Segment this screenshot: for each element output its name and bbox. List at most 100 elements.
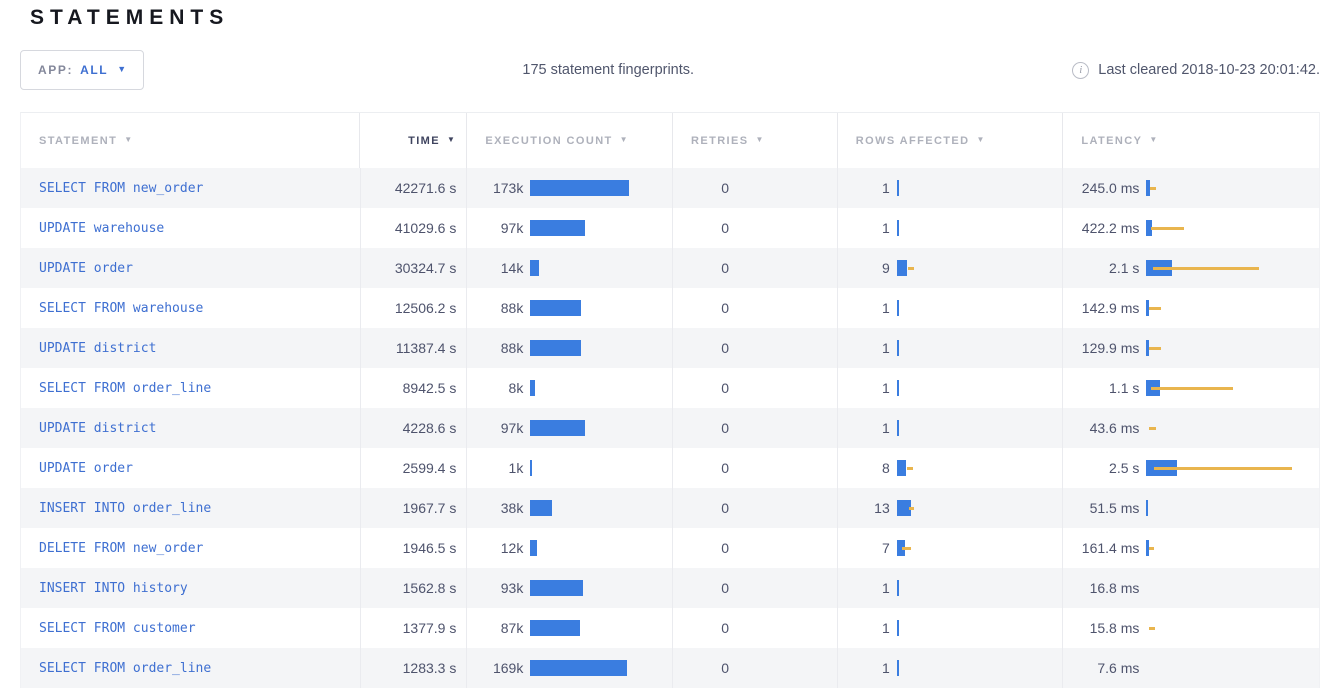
- statement-link[interactable]: UPDATE warehouse: [39, 220, 165, 236]
- rows-affected-bar-mean-bar: [896, 300, 899, 316]
- rows-affected-bar-mean-bar: [896, 500, 911, 516]
- execution-count-bar-mean-bar: [530, 340, 582, 356]
- rows-affected-value: 13: [874, 500, 890, 516]
- statement-cell: SELECT FROM order_line: [21, 368, 361, 408]
- rows-affected-cell: 1: [838, 208, 1064, 248]
- rows-affected-bar-mean-bar: [896, 540, 905, 556]
- statement-link[interactable]: INSERT INTO history: [39, 580, 188, 596]
- rows-affected-bar: [896, 460, 1063, 476]
- execution-count-cell: 97k: [467, 408, 674, 448]
- retries-cell: 0: [673, 448, 838, 488]
- retries-value: 0: [721, 180, 730, 196]
- statement-link[interactable]: SELECT FROM new_order: [39, 180, 204, 196]
- retries-cell: 0: [673, 528, 838, 568]
- execution-count-bar: [530, 500, 672, 516]
- rows-affected-cell: 1: [838, 608, 1064, 648]
- time-cell: 42271.6 s: [361, 168, 468, 208]
- app-filter-value: ALL: [80, 63, 109, 77]
- retries-cell: 0: [673, 568, 838, 608]
- column-header-retries[interactable]: RETRIES ▼: [673, 113, 838, 168]
- statement-link[interactable]: SELECT FROM warehouse: [39, 300, 204, 316]
- execution-count-bar-mean-bar: [530, 500, 553, 516]
- latency-bar-mean-bar: [1146, 540, 1150, 556]
- sort-arrow-icon: ▼: [976, 135, 986, 144]
- rows-affected-bar: [896, 540, 1063, 556]
- statement-cell: SELECT FROM customer: [21, 608, 361, 648]
- statement-cell: UPDATE order: [21, 448, 361, 488]
- time-cell: 1283.3 s: [361, 648, 468, 688]
- execution-count-bar: [530, 460, 672, 476]
- table-row: UPDATE order 30324.7 s 14k 0 9 2.1 s: [21, 248, 1319, 288]
- retries-value: 0: [721, 460, 730, 476]
- time-cell: 8942.5 s: [361, 368, 468, 408]
- execution-count-bar: [530, 180, 672, 196]
- rows-affected-cell: 13: [838, 488, 1064, 528]
- latency-bar: [1146, 220, 1319, 236]
- execution-count-value: 97k: [500, 220, 524, 236]
- latency-bar-stddev-bar: [1149, 346, 1162, 350]
- summary-wrap: 175 statement fingerprints.: [144, 61, 1072, 79]
- latency-bar-stddev-bar: [1149, 426, 1157, 430]
- rows-affected-cell: 1: [838, 288, 1064, 328]
- statement-cell: DELETE FROM new_order: [21, 528, 361, 568]
- execution-count-cell: 8k: [467, 368, 674, 408]
- table-row: UPDATE warehouse 41029.6 s 97k 0 1 422.2 ms: [21, 208, 1319, 248]
- latency-cell: 2.5 s: [1063, 448, 1319, 488]
- latency-bar-stddev-bar: [1151, 386, 1234, 390]
- latency-bar-mean-bar: [1146, 300, 1150, 316]
- column-header-statement[interactable]: STATEMENT ▼: [21, 113, 361, 168]
- sort-arrow-icon: ▼: [447, 135, 457, 144]
- execution-count-bar: [530, 580, 672, 596]
- statement-link[interactable]: UPDATE district: [39, 420, 157, 436]
- rows-affected-value: 1: [881, 380, 890, 396]
- latency-value: 161.4 ms: [1081, 540, 1140, 556]
- retries-cell: 0: [673, 328, 838, 368]
- latency-cell: 129.9 ms: [1063, 328, 1319, 368]
- statement-link[interactable]: UPDATE order: [39, 260, 133, 276]
- time-cell: 30324.7 s: [361, 248, 468, 288]
- rows-affected-bar: [896, 220, 1063, 236]
- retries-cell: 0: [673, 168, 838, 208]
- statement-cell: UPDATE district: [21, 408, 361, 448]
- rows-affected-cell: 1: [838, 328, 1064, 368]
- latency-value: 245.0 ms: [1081, 180, 1140, 196]
- column-header-latency[interactable]: LATENCY ▼: [1063, 113, 1319, 168]
- execution-count-cell: 12k: [467, 528, 674, 568]
- statement-link[interactable]: SELECT FROM customer: [39, 620, 196, 636]
- rows-affected-value: 1: [881, 180, 890, 196]
- latency-bar-mean-bar: [1146, 340, 1150, 356]
- sort-arrow-icon: ▼: [1149, 135, 1159, 144]
- statement-link[interactable]: UPDATE district: [39, 340, 157, 356]
- retries-cell: 0: [673, 648, 838, 688]
- column-header-rows-affected[interactable]: ROWS AFFECTED ▼: [838, 113, 1064, 168]
- latency-bar-mean-bar: [1146, 220, 1153, 236]
- column-header-label: RETRIES: [691, 134, 749, 147]
- info-icon[interactable]: i: [1072, 61, 1090, 79]
- retries-value: 0: [721, 540, 730, 556]
- rows-affected-bar-mean-bar: [896, 180, 899, 196]
- rows-affected-bar: [896, 180, 1063, 196]
- statement-link[interactable]: UPDATE order: [39, 460, 133, 476]
- latency-cell: 51.5 ms: [1063, 488, 1319, 528]
- time-cell: 1562.8 s: [361, 568, 468, 608]
- statement-link[interactable]: INSERT INTO order_line: [39, 500, 212, 516]
- statement-link[interactable]: SELECT FROM order_line: [39, 380, 212, 396]
- app-filter-dropdown[interactable]: APP: ALL ▼: [20, 50, 145, 90]
- latency-bar: [1146, 620, 1319, 636]
- column-header-label: LATENCY: [1081, 134, 1143, 147]
- latency-bar-mean-bar: [1146, 180, 1151, 196]
- column-header-time[interactable]: TIME ▼: [360, 113, 468, 168]
- statements-table: STATEMENT ▼ TIME ▼ EXECUTION COUNT ▼ RETRIES ▼ R…: [20, 112, 1320, 688]
- last-cleared-text: Last cleared 2018-10-23 20:01:42.: [1098, 62, 1320, 78]
- execution-count-cell: 93k: [467, 568, 674, 608]
- rows-affected-bar: [896, 300, 1063, 316]
- column-header-execution-count[interactable]: EXECUTION COUNT ▼: [467, 113, 674, 168]
- execution-count-bar: [530, 380, 672, 396]
- latency-value: 422.2 ms: [1081, 220, 1140, 236]
- statement-link[interactable]: SELECT FROM order_line: [39, 660, 212, 676]
- column-header-label: STATEMENT: [39, 134, 118, 147]
- statement-link[interactable]: DELETE FROM new_order: [39, 540, 204, 556]
- rows-affected-bar-mean-bar: [896, 660, 899, 676]
- table-row: SELECT FROM order_line 8942.5 s 8k 0 1 1.1 s: [21, 368, 1319, 408]
